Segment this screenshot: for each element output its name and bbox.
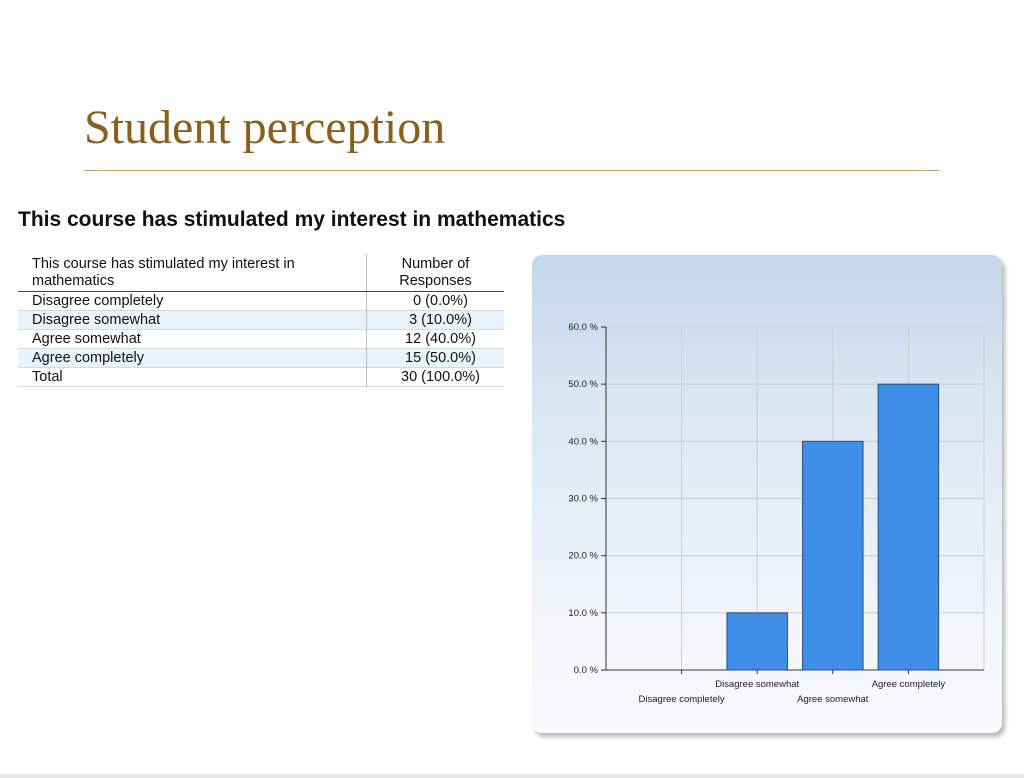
x-tick-label: Disagree completely	[639, 694, 725, 705]
question-column-header: This course has stimulated my interest i…	[18, 254, 367, 292]
y-tick-label: 10.0 %	[568, 608, 598, 619]
row-value: 3 (10.0%)	[366, 310, 504, 330]
y-tick-label: 30.0 %	[568, 494, 598, 505]
row-value: 12 (40.0%)	[366, 329, 504, 349]
bar	[802, 440, 864, 671]
row-value: 30 (100.0%)	[366, 367, 504, 387]
table-row: Agree somewhat 12 (40.0%)	[18, 329, 504, 349]
table-row: Agree completely 15 (50.0%)	[18, 348, 504, 368]
table-row: Disagree somewhat 3 (10.0%)	[18, 310, 504, 330]
row-value: 0 (0.0%)	[366, 291, 504, 311]
row-label: Disagree completely	[32, 293, 164, 309]
row-label: Agree somewhat	[32, 331, 141, 347]
table-row: Disagree completely 0 (0.0%)	[18, 291, 504, 311]
table-total-row: Total 30 (100.0%)	[18, 367, 504, 387]
slide-title: Student perception	[84, 101, 446, 154]
title-divider	[84, 170, 939, 171]
responses-column-header: Number of Responses	[366, 254, 504, 292]
bottom-strip	[0, 774, 1024, 778]
x-tick-label: Agree somewhat	[797, 694, 869, 705]
x-tick-label: Disagree somewhat	[715, 679, 799, 690]
bar	[726, 612, 788, 671]
row-value: 15 (50.0%)	[366, 348, 504, 368]
chart-panel: 0.0 % 10.0 % 20.0 % 30.0 % 40.0 % 50.0 % 60.0 …	[532, 255, 1002, 733]
row-label: Agree completely	[32, 350, 145, 366]
y-tick-label: 40.0 %	[568, 436, 598, 447]
y-tick-label: 60.0 %	[568, 322, 598, 333]
x-tick-label: Agree completely	[872, 679, 946, 690]
question-heading: This course has stimulated my interest i…	[18, 208, 566, 231]
table-header-row: This course has stimulated my interest i…	[18, 254, 504, 292]
row-label: Total	[32, 369, 63, 385]
responses-table: This course has stimulated my interest i…	[18, 254, 504, 387]
bar	[877, 383, 940, 671]
y-tick-label: 50.0 %	[568, 379, 598, 390]
row-label: Disagree somewhat	[32, 312, 161, 328]
y-tick-label: 20.0 %	[568, 551, 598, 562]
bar-chart: 0.0 % 10.0 % 20.0 % 30.0 % 40.0 % 50.0 % 60.0 …	[568, 322, 985, 705]
y-tick-label: 0.0 %	[574, 665, 599, 676]
